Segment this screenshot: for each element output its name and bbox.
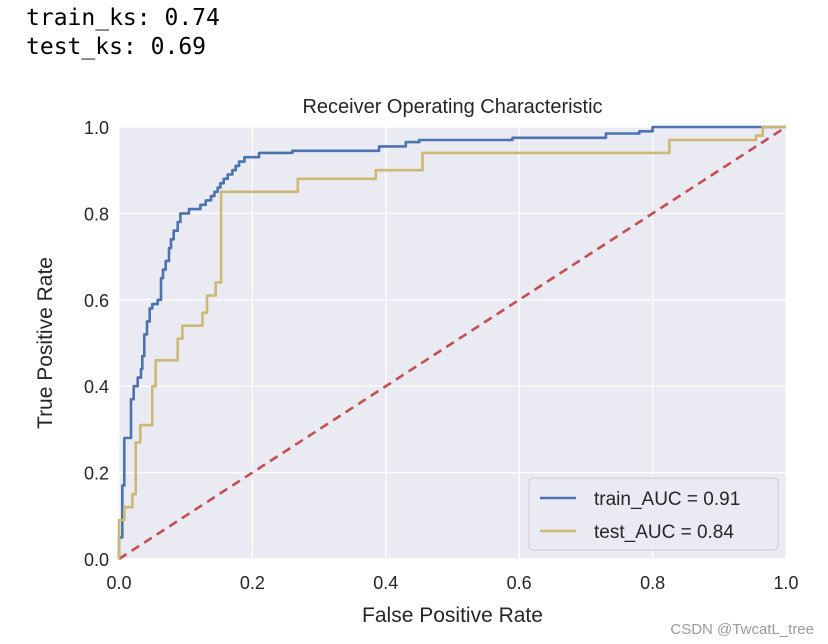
console-output: train_ks: 0.74 test_ks: 0.69 [26,4,220,62]
y-tick-label: 0.0 [84,550,109,570]
y-tick-label: 0.6 [84,291,109,311]
chart-title: Receiver Operating Characteristic [302,96,602,118]
train-ks-text: train_ks: 0.74 [26,5,220,31]
y-tick-label: 0.4 [84,377,109,397]
legend-label: train_AUC = 0.91 [594,489,740,510]
series-layer [117,125,786,559]
x-tick-label: 0.8 [640,573,665,593]
y-tick-label: 0.2 [84,464,109,484]
y-tick-label: 1.0 [84,118,109,138]
y-tick-label: 0.8 [84,204,109,224]
x-tick-label: 0.4 [373,573,398,593]
x-tick-label: 0.6 [507,573,532,593]
x-tick-label: 0.0 [106,573,131,593]
diagonal-reference-line [118,125,787,561]
test-ks-text: test_ks: 0.69 [26,34,207,60]
diagonal-reference-layer [118,125,787,561]
legend-label: test_AUC = 0.84 [594,522,734,543]
x-tick-label: 1.0 [773,573,798,593]
x-tick-label: 0.2 [240,573,265,593]
legend-box [528,477,779,551]
roc-series-line [117,125,786,559]
roc-series-line [117,125,786,559]
watermark-text: CSDN @TwcatL_tree [670,621,814,638]
tick-labels: 0.0 0.2 0.4 0.6 0.8 1.0 0.0 0.2 0.4 0.6 0.8 1.0 [84,118,799,593]
grid-lines [118,126,787,560]
legend: train_AUC = 0.91 test_AUC = 0.84 [528,477,779,551]
x-axis-label: False Positive Rate [362,604,543,627]
y-axis-label: True Positive Rate [34,257,57,429]
